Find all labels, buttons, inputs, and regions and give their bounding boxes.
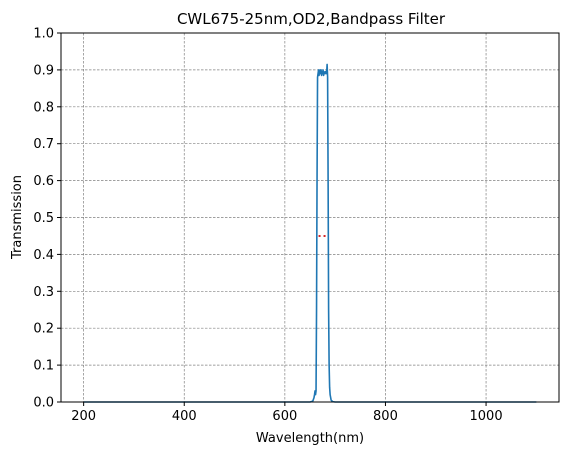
transmission-line [83, 63, 537, 403]
x-tick-label: 1000 [470, 409, 503, 424]
y-tick-label: 0.5 [33, 211, 54, 226]
chart-title: CWL675-25nm,OD2,Bandpass Filter [177, 10, 446, 28]
y-tick-label: 0.7 [33, 137, 54, 152]
y-tick-label: 0.9 [33, 63, 54, 78]
x-tick-label: 400 [172, 409, 197, 424]
x-axis: 200 400 600 800 1000 [71, 402, 503, 424]
x-tick-label: 600 [272, 409, 297, 424]
y-tick-label: 0.0 [33, 396, 54, 411]
series-layer [83, 63, 537, 403]
x-tick-label: 800 [373, 409, 398, 424]
y-tick-label: 0.2 [33, 322, 54, 337]
y-tick-label: 0.4 [33, 248, 54, 263]
x-axis-label: Wavelength(nm) [256, 431, 364, 446]
y-axis: 0.0 0.1 0.2 0.3 0.4 0.5 0.6 0.7 0.8 0.9 1.0 [33, 27, 61, 411]
y-tick-label: 0.3 [33, 285, 54, 300]
y-tick-label: 0.1 [33, 359, 54, 374]
y-axis-label: Transmission [10, 175, 25, 260]
x-tick-label: 200 [71, 409, 96, 424]
y-tick-label: 0.6 [33, 174, 54, 189]
y-tick-label: 0.8 [33, 100, 54, 115]
y-tick-label: 1.0 [33, 27, 54, 42]
